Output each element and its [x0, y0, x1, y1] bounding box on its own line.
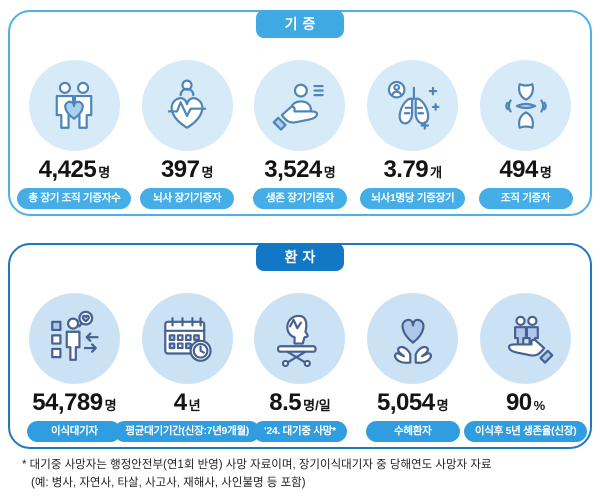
stat-value: 3.79 개: [383, 156, 443, 183]
stat-icon-circle: [28, 60, 120, 151]
stat-organs-per-brain-dead-donor: 3.79 개 뇌사1명당 기증장기: [356, 60, 469, 209]
stat-label: 수혜환자: [365, 421, 460, 442]
stat-label: 이식대기자: [27, 421, 122, 442]
stat-label: 뇌사1명당 기증장기: [360, 188, 466, 209]
patient-stretcher-icon: [276, 314, 317, 367]
stat-value: 3,524 명: [264, 156, 336, 183]
stat-icon-circle: [480, 293, 572, 384]
heart-pulse-person-icon: [167, 79, 207, 129]
stat-icon-circle: [28, 293, 120, 384]
stat-value: 397 명: [160, 156, 214, 183]
stat-value: 494 명: [499, 156, 552, 183]
stat-label: 이식후 5년 생존율(신장): [463, 421, 588, 442]
lungs-plus-icon: [387, 80, 440, 130]
donation-stats-row: 4,425 명 총 장기 조직 기증자수 397 명 뇌사 장기기증자: [10, 60, 590, 209]
stat-label: '24. 대기중 사망*: [252, 421, 347, 442]
calendar-clock-icon: [164, 316, 212, 362]
footnote: * 대기중 사망자는 행정안전부(연1회 반영) 사망 자료이며, 장기이식대기…: [22, 457, 578, 493]
stat-value: 4,425 명: [38, 156, 111, 183]
footnote-line-2: (예: 병사, 자연사, 타살, 사고사, 재해사, 사인불명 등 포함): [31, 476, 306, 489]
stat-label: 조직 기증자: [478, 188, 573, 209]
stat-recipients: 5,054 명 수혜환자: [356, 293, 469, 442]
stat-deaths-while-waiting: 8.5 명/일 '24. 대기중 사망*: [244, 293, 357, 442]
stat-icon-circle: [367, 60, 459, 151]
stat-brain-dead-donors: 397 명 뇌사 장기기증자: [131, 60, 244, 209]
stat-icon-circle: [367, 293, 459, 384]
stat-waiting-list: 54,789 명 이식대기자: [18, 293, 131, 442]
stat-label: 총 장기 조직 기증자수: [17, 188, 132, 209]
stat-label: 뇌사 장기기증자: [140, 188, 235, 209]
donation-panel-title: 기증: [256, 10, 344, 38]
stat-five-year-survival-rate: 90% 이식후 5년 생존율(신장): [463, 293, 588, 442]
stat-value: 90%: [505, 389, 546, 416]
stat-icon-circle: [480, 60, 572, 151]
donation-panel: 기증 4,425 명 총 장기 조직 기증자수: [8, 10, 592, 216]
stat-icon-circle: [254, 293, 346, 384]
stat-total-organ-tissue-donors: 4,425 명 총 장기 조직 기증자수: [17, 60, 132, 209]
stat-label: 생존 장기기증자: [252, 188, 347, 209]
person-waitlist-icon: [51, 310, 100, 361]
patient-panel: 환자: [8, 243, 592, 449]
patient-stats-row: 54,789 명 이식대기자: [10, 293, 590, 442]
stat-tissue-donors: 494 명 조직 기증자: [469, 60, 582, 209]
hand-holding-people-icon: [507, 315, 553, 364]
bone-joint-icon: [504, 82, 547, 129]
stat-label: 평균대기기간(신장:7년9개월): [114, 421, 261, 442]
stat-value: 5,054 명: [377, 389, 449, 416]
two-people-heart-icon: [56, 81, 93, 129]
hands-holding-heart-icon: [393, 318, 432, 364]
stat-icon-circle: [141, 60, 233, 151]
stat-value: 54,789 명: [32, 389, 117, 416]
stat-living-donors: 3,524 명 생존 장기기증자: [244, 60, 357, 209]
patient-panel-title: 환자: [256, 243, 344, 271]
stat-value: 8.5 명/일: [269, 389, 331, 416]
stat-icon-circle: [141, 293, 233, 384]
stat-icon-circle: [254, 60, 346, 151]
hand-holding-person-icon: [272, 83, 324, 131]
footnote-line-1: * 대기중 사망자는 행정안전부(연1회 반영) 사망 자료이며, 장기이식대기…: [22, 459, 492, 471]
